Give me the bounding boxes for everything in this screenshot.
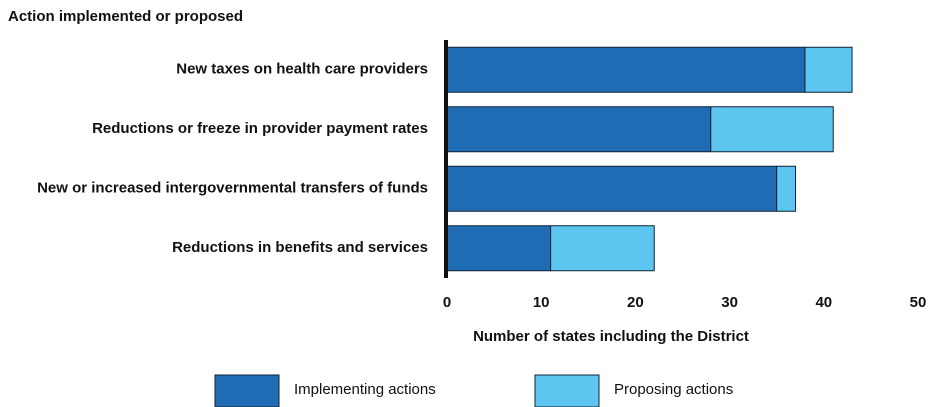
x-tick-label: 20	[627, 294, 644, 311]
x-axis-title: Number of states including the District	[473, 328, 749, 345]
legend-label: Proposing actions	[614, 381, 733, 398]
legend-swatch	[214, 374, 280, 407]
bar-segment	[550, 225, 655, 272]
y-tick-label: New or increased intergovernmental trans…	[37, 180, 428, 197]
y-axis-title: Action implemented or proposed	[8, 8, 243, 25]
bar-segment	[804, 46, 853, 93]
y-tick-label: Reductions or freeze in provider payment…	[92, 120, 428, 137]
y-tick-label: Reductions in benefits and services	[172, 239, 428, 256]
x-tick-label: 10	[533, 294, 550, 311]
x-tick-label: 0	[443, 294, 451, 311]
x-tick-label: 40	[815, 294, 832, 311]
bar-segment	[446, 165, 778, 212]
bar-segment	[446, 46, 806, 93]
bar-segment	[776, 165, 797, 212]
legend-swatch	[534, 374, 600, 407]
legend-label: Implementing actions	[294, 381, 436, 398]
bar-segment	[710, 106, 834, 153]
bar-segment	[446, 225, 552, 272]
x-tick-label: 50	[910, 294, 927, 311]
y-tick-label: New taxes on health care providers	[176, 61, 428, 78]
bar-segment	[446, 106, 712, 153]
x-tick-label: 30	[721, 294, 738, 311]
